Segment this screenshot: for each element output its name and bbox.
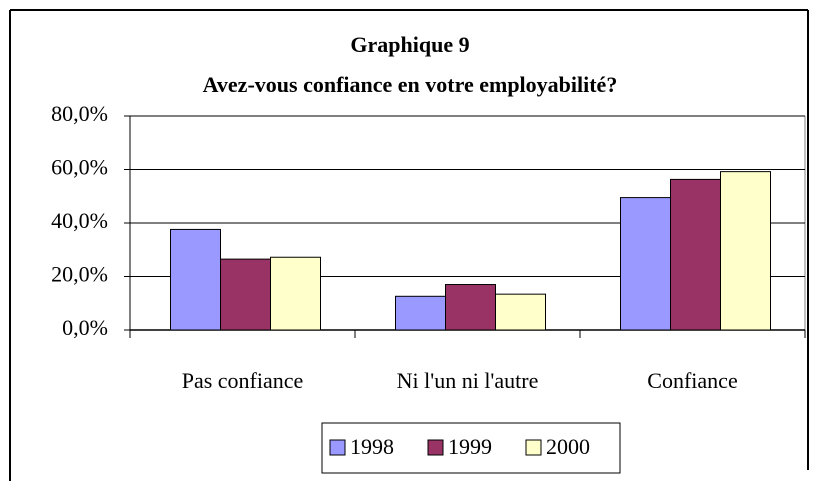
bar [620, 197, 671, 331]
legend-label: 2000 [546, 434, 590, 459]
y-tick-label: 0,0% [62, 315, 108, 340]
legend-swatch [427, 439, 444, 456]
y-tick-label: 40,0% [51, 208, 108, 233]
x-tick-label: Ni l'un ni l'autre [397, 368, 539, 393]
bar [670, 178, 721, 331]
legend-swatch [329, 439, 346, 456]
x-tick-label: Confiance [647, 368, 737, 393]
legend-swatch [525, 439, 542, 456]
bar [495, 293, 546, 331]
y-tick-label: 20,0% [51, 262, 108, 287]
y-tick-label: 60,0% [51, 155, 108, 180]
legend-label: 1998 [350, 434, 394, 459]
bar [220, 258, 271, 331]
bar [270, 256, 321, 331]
x-tick-label: Pas confiance [182, 368, 304, 393]
bar [720, 171, 771, 331]
legend-box [321, 422, 621, 474]
y-tick-label: 80,0% [51, 101, 108, 126]
bar [445, 284, 496, 331]
legend-label: 1999 [448, 434, 492, 459]
chart-title: Graphique 9 [350, 32, 469, 57]
bar [170, 228, 221, 331]
chart-subtitle: Avez-vous confiance en votre employabili… [203, 72, 618, 97]
bar [395, 295, 446, 331]
